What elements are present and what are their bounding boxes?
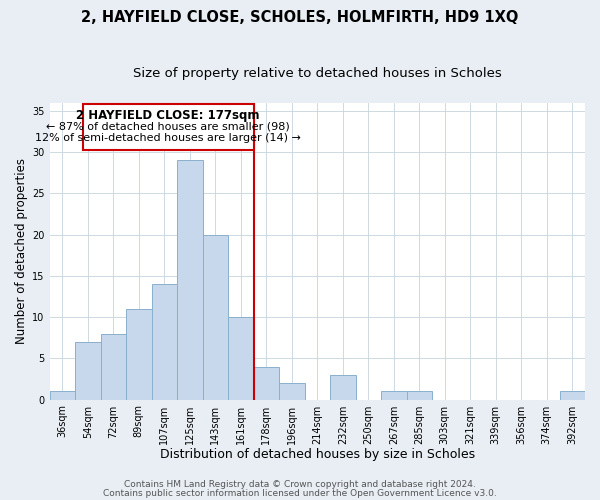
Bar xyxy=(152,284,177,400)
Bar xyxy=(203,234,228,400)
Bar xyxy=(75,342,101,400)
Bar xyxy=(50,392,75,400)
Text: Contains public sector information licensed under the Open Government Licence v3: Contains public sector information licen… xyxy=(103,488,497,498)
Text: 12% of semi-detached houses are larger (14) →: 12% of semi-detached houses are larger (… xyxy=(35,133,301,143)
Bar xyxy=(177,160,203,400)
X-axis label: Distribution of detached houses by size in Scholes: Distribution of detached houses by size … xyxy=(160,448,475,461)
Bar xyxy=(330,375,356,400)
FancyBboxPatch shape xyxy=(83,104,254,150)
Text: 2, HAYFIELD CLOSE, SCHOLES, HOLMFIRTH, HD9 1XQ: 2, HAYFIELD CLOSE, SCHOLES, HOLMFIRTH, H… xyxy=(82,10,518,25)
Bar xyxy=(228,317,254,400)
Bar xyxy=(254,366,279,400)
Y-axis label: Number of detached properties: Number of detached properties xyxy=(15,158,28,344)
Title: Size of property relative to detached houses in Scholes: Size of property relative to detached ho… xyxy=(133,68,502,80)
Bar xyxy=(126,309,152,400)
Text: ← 87% of detached houses are smaller (98): ← 87% of detached houses are smaller (98… xyxy=(46,122,290,132)
Bar xyxy=(560,392,585,400)
Bar xyxy=(407,392,432,400)
Text: 2 HAYFIELD CLOSE: 177sqm: 2 HAYFIELD CLOSE: 177sqm xyxy=(76,109,260,122)
Bar xyxy=(381,392,407,400)
Text: Contains HM Land Registry data © Crown copyright and database right 2024.: Contains HM Land Registry data © Crown c… xyxy=(124,480,476,489)
Bar xyxy=(279,383,305,400)
Bar xyxy=(101,334,126,400)
